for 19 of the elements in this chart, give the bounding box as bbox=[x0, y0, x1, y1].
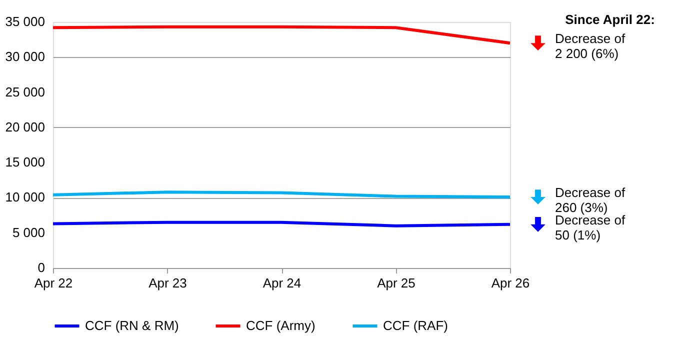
y-tick-label: 35 000 bbox=[5, 14, 45, 29]
y-tick-label: 25 000 bbox=[5, 84, 45, 100]
text: Since April 22: bbox=[565, 12, 655, 27]
x-tick-label: Apr 26 bbox=[491, 276, 530, 290]
legend-label: CCF (RN & RM) bbox=[85, 318, 179, 333]
text: Decrease of 260 (3%) bbox=[555, 185, 626, 216]
y-tick-label: 10 000 bbox=[5, 190, 45, 205]
x-tick-label: Apr 24 bbox=[262, 276, 302, 290]
y-tick-label: 30 000 bbox=[5, 49, 45, 64]
x-tick-label: Apr 25 bbox=[377, 276, 416, 290]
y-tick-label: 0 bbox=[38, 260, 45, 275]
text: Decrease of 2 200 (6%) bbox=[555, 31, 626, 62]
x-tick-label: Apr 23 bbox=[148, 276, 187, 290]
y-tick-label: 5 000 bbox=[12, 224, 45, 240]
x-tick-label: Apr 22 bbox=[34, 276, 73, 290]
y-tick-label: 15 000 bbox=[5, 154, 45, 170]
legend-label: CCF (RAF) bbox=[383, 318, 448, 333]
y-tick-label: 20 000 bbox=[5, 119, 45, 134]
legend-label: CCF (Army) bbox=[246, 318, 316, 333]
